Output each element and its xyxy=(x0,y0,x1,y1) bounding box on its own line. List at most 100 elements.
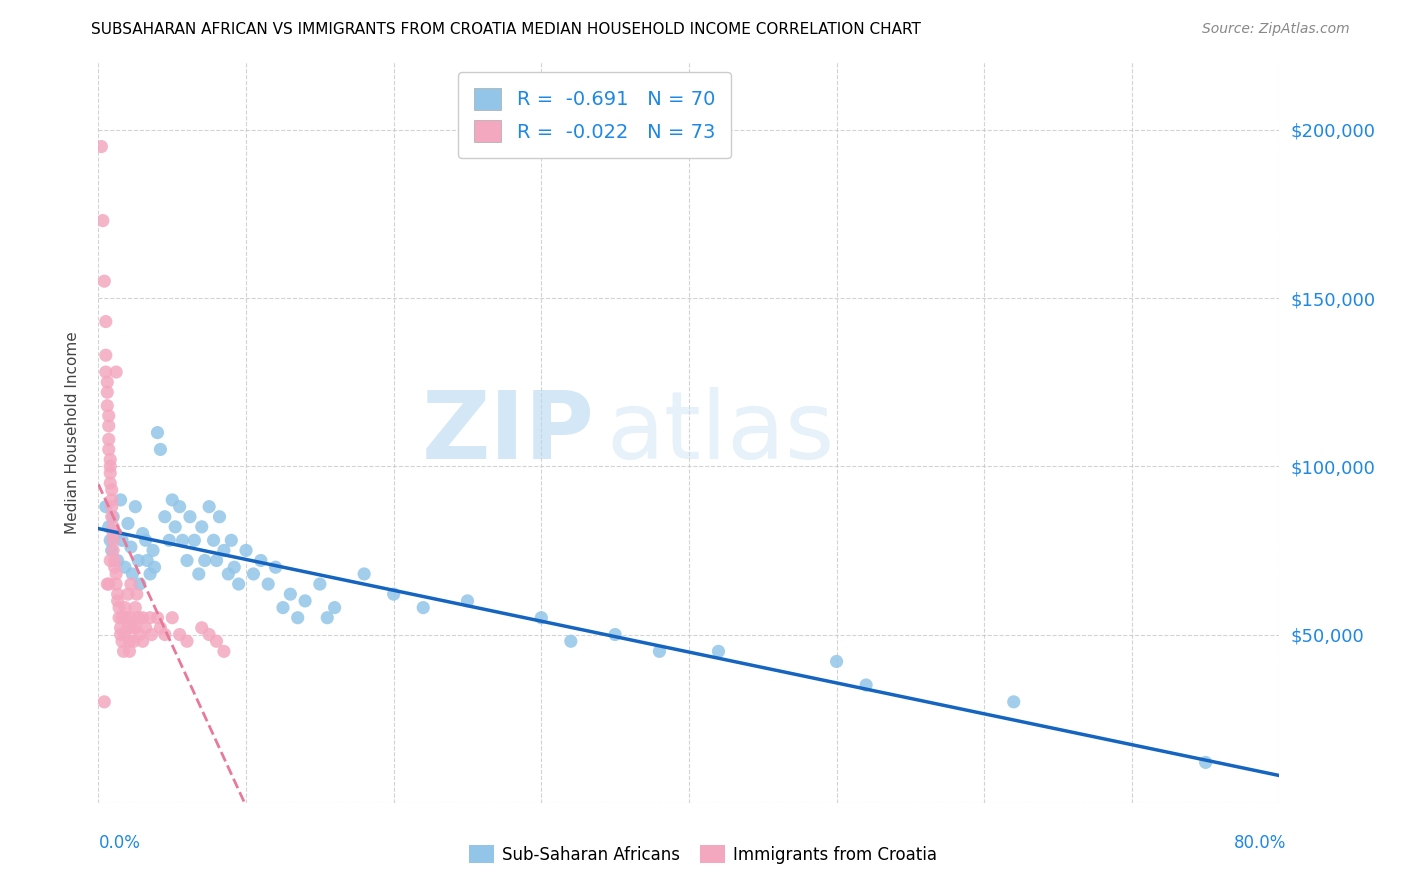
Point xyxy=(198,500,221,514)
Point xyxy=(316,610,339,624)
Point xyxy=(100,492,122,507)
Point xyxy=(111,610,134,624)
Point xyxy=(149,442,172,457)
Point xyxy=(112,644,135,658)
Point xyxy=(212,543,235,558)
Point xyxy=(142,543,165,558)
Point xyxy=(93,695,115,709)
Point xyxy=(111,634,134,648)
Point xyxy=(224,560,246,574)
Point xyxy=(110,621,132,635)
Point xyxy=(118,634,141,648)
Point xyxy=(110,627,132,641)
Text: atlas: atlas xyxy=(606,386,835,479)
Point xyxy=(94,500,117,514)
Text: SUBSAHARAN AFRICAN VS IMMIGRANTS FROM CROATIA MEDIAN HOUSEHOLD INCOME CORRELATIO: SUBSAHARAN AFRICAN VS IMMIGRANTS FROM CR… xyxy=(91,22,921,37)
Point xyxy=(157,533,180,548)
Point xyxy=(162,610,183,624)
Point xyxy=(264,560,287,574)
Point xyxy=(187,566,209,581)
Point xyxy=(179,509,201,524)
Point xyxy=(98,476,121,491)
Text: Source: ZipAtlas.com: Source: ZipAtlas.com xyxy=(1202,22,1350,37)
Point xyxy=(120,610,142,624)
Point xyxy=(191,621,214,635)
Legend: R =  -0.691   N = 70, R =  -0.022   N = 73: R = -0.691 N = 70, R = -0.022 N = 73 xyxy=(458,72,731,158)
Point xyxy=(212,644,235,658)
Point xyxy=(149,621,172,635)
Point xyxy=(412,600,434,615)
Point xyxy=(105,577,128,591)
Point xyxy=(105,365,128,379)
Legend: Sub-Saharan Africans, Immigrants from Croatia: Sub-Saharan Africans, Immigrants from Cr… xyxy=(463,838,943,871)
Point xyxy=(103,520,125,534)
Point xyxy=(98,533,121,548)
Point xyxy=(97,418,120,433)
Point xyxy=(183,533,205,548)
Point xyxy=(103,533,125,548)
Point xyxy=(309,577,332,591)
Point xyxy=(250,553,273,567)
Point xyxy=(120,540,142,554)
Point xyxy=(100,509,122,524)
Point xyxy=(117,587,139,601)
Point xyxy=(132,526,155,541)
Point xyxy=(125,587,148,601)
Point xyxy=(117,516,139,531)
Point xyxy=(100,500,122,514)
Point xyxy=(105,526,128,541)
Text: ZIP: ZIP xyxy=(422,386,595,479)
Point xyxy=(103,543,125,558)
Point xyxy=(228,577,250,591)
Point xyxy=(242,566,264,581)
Point xyxy=(97,442,120,457)
Point xyxy=(132,634,155,648)
Point xyxy=(107,587,129,601)
Point xyxy=(1195,756,1218,770)
Point xyxy=(114,600,136,615)
Point xyxy=(235,543,257,558)
Point xyxy=(108,600,131,615)
Point xyxy=(141,627,163,641)
Point xyxy=(135,621,157,635)
Point xyxy=(105,566,128,581)
Point xyxy=(98,459,121,474)
Point xyxy=(97,433,120,447)
Point xyxy=(605,627,627,641)
Point xyxy=(121,621,143,635)
Point xyxy=(124,500,146,514)
Point xyxy=(287,610,309,624)
Point xyxy=(108,610,131,624)
Point xyxy=(153,509,176,524)
Point xyxy=(107,553,129,567)
Point xyxy=(104,560,127,574)
Point xyxy=(103,526,125,541)
Point xyxy=(280,587,302,601)
Point xyxy=(457,594,479,608)
Point xyxy=(146,425,169,440)
Point xyxy=(96,577,118,591)
Point xyxy=(146,610,169,624)
Point xyxy=(205,634,228,648)
Point xyxy=(124,600,146,615)
Point xyxy=(98,466,121,480)
Point xyxy=(135,533,157,548)
Point xyxy=(100,483,122,497)
Point xyxy=(707,644,730,658)
Point xyxy=(194,553,217,567)
Point xyxy=(323,600,346,615)
Point xyxy=(165,520,187,534)
Point xyxy=(169,627,191,641)
Point xyxy=(104,553,127,567)
Point xyxy=(153,627,176,641)
Point xyxy=(111,533,134,548)
Point xyxy=(176,553,198,567)
Point xyxy=(205,553,228,567)
Point xyxy=(217,566,239,581)
Point xyxy=(191,520,214,534)
Point xyxy=(353,566,375,581)
Point xyxy=(96,375,118,389)
Point xyxy=(221,533,243,548)
Point xyxy=(1002,695,1025,709)
Point xyxy=(271,600,294,615)
